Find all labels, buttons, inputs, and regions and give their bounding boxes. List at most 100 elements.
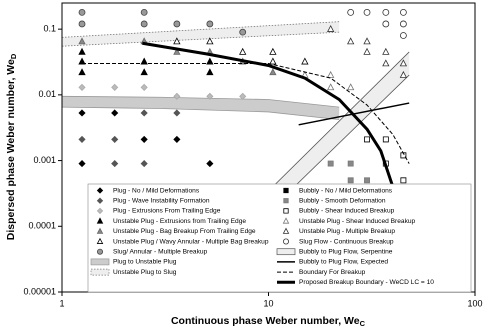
marker-triangle bbox=[78, 47, 86, 55]
marker-triangle bbox=[363, 47, 371, 55]
marker-diamond bbox=[96, 197, 104, 204]
marker-triangle bbox=[96, 217, 104, 224]
marker-circle bbox=[239, 28, 247, 36]
marker-circle bbox=[78, 20, 86, 28]
x-tick-label: 100 bbox=[467, 298, 482, 308]
x-tick-label: 1 bbox=[59, 298, 64, 308]
marker-square bbox=[382, 136, 389, 143]
marker-square bbox=[327, 160, 334, 167]
marker-triangle bbox=[96, 237, 104, 244]
legend-label: Bubbly - No / Mild Deformations bbox=[299, 187, 393, 194]
marker-triangle bbox=[347, 83, 355, 91]
legend-label: Proposed Breakup Boundary - WeCD LC = 10 bbox=[299, 279, 434, 286]
marker-square bbox=[283, 187, 289, 194]
marker-diamond bbox=[140, 83, 148, 91]
y-tick-label: 0.1 bbox=[43, 24, 56, 34]
marker-triangle bbox=[269, 57, 277, 65]
x-axis-label: Continuous phase Weber number, WeC bbox=[171, 315, 366, 326]
marker-diamond bbox=[173, 135, 181, 143]
legend-label: Bubbly - Shear Induced Breakup bbox=[299, 208, 395, 215]
marker-diamond bbox=[206, 160, 214, 168]
marker-triangle bbox=[206, 57, 214, 65]
marker-triangle bbox=[140, 68, 148, 76]
marker-triangle bbox=[96, 227, 104, 234]
marker-circle bbox=[399, 32, 407, 39]
legend: Plug - No / Mild Deformations Plug - Wave… bbox=[87, 183, 472, 293]
legend-label: Boundary For Breakup bbox=[299, 269, 366, 276]
marker-triangle bbox=[347, 37, 355, 45]
marker-diamond bbox=[111, 135, 119, 143]
marker-circle bbox=[206, 20, 214, 28]
marker-diamond bbox=[96, 187, 104, 194]
y-axis-label: Dispersed phase Weber number, WeD bbox=[5, 53, 18, 240]
marker-triangle bbox=[327, 83, 335, 91]
marker-triangle bbox=[269, 68, 277, 76]
legend-label: Slug/ Annular - Multiple Breakup bbox=[113, 248, 208, 255]
legend-label: Plug - No / Mild Deformations bbox=[113, 187, 200, 194]
band-upper-edge bbox=[61, 95, 340, 108]
marker-square bbox=[347, 160, 354, 167]
legend-label: Slug Flow - Continuous Breakup bbox=[299, 238, 394, 245]
marker-triangle bbox=[173, 37, 181, 45]
marker-square bbox=[364, 177, 370, 184]
legend-swatch bbox=[90, 268, 110, 276]
band-lower-edge bbox=[61, 106, 340, 121]
marker-triangle bbox=[206, 37, 214, 45]
legend-label: Plug - Wave Instability Formation bbox=[113, 197, 210, 204]
marker-square bbox=[283, 198, 289, 204]
band-lower-edge bbox=[61, 31, 340, 47]
marker-circle bbox=[78, 8, 86, 16]
marker-diamond bbox=[78, 160, 86, 168]
marker-triangle bbox=[78, 68, 86, 76]
marker-triangle bbox=[78, 57, 86, 65]
band-fill bbox=[62, 21, 340, 47]
legend-label: Unstable Plug to Slug bbox=[113, 269, 177, 276]
marker-circle bbox=[399, 20, 407, 28]
y-tick-label: 0.0001 bbox=[28, 221, 56, 231]
y-tick-label: 0.01 bbox=[38, 89, 56, 99]
marker-triangle bbox=[399, 70, 408, 78]
legend-label: Plug - Extrusions From Trailing Edge bbox=[113, 208, 221, 215]
marker-square bbox=[400, 177, 407, 184]
marker-triangle bbox=[327, 24, 335, 32]
marker-diamond bbox=[206, 92, 214, 100]
legend-swatch bbox=[90, 258, 110, 266]
marker-triangle bbox=[239, 47, 247, 55]
x-axis-label-sub: C bbox=[360, 319, 366, 326]
marker-diamond bbox=[78, 83, 86, 91]
marker-circle bbox=[347, 8, 355, 16]
band-upper-edge bbox=[61, 21, 340, 38]
marker-triangle bbox=[363, 37, 371, 45]
x-axis-label-main: Continuous phase Weber number, We bbox=[171, 315, 360, 326]
marker-circle bbox=[382, 8, 390, 16]
legend-box bbox=[87, 183, 472, 293]
marker-diamond bbox=[96, 207, 104, 215]
y-axis-label-main: Dispersed phase Weber number, We bbox=[5, 59, 17, 240]
marker-triangle bbox=[399, 59, 408, 67]
marker-diamond bbox=[140, 160, 148, 168]
marker-diamond bbox=[78, 109, 86, 117]
marker-square bbox=[347, 177, 354, 184]
marker-diamond bbox=[173, 109, 181, 117]
marker-circle bbox=[282, 238, 289, 245]
marker-diamond bbox=[140, 135, 148, 143]
marker-triangle bbox=[140, 57, 148, 65]
legend-label: Plug to Unstable Plug bbox=[113, 259, 177, 266]
marker-square bbox=[364, 136, 370, 143]
x-tick-label: 10 bbox=[263, 298, 273, 308]
marker-diamond bbox=[78, 135, 86, 143]
marker-circle bbox=[173, 20, 181, 28]
legend-label: Bubbly to Plug Flow, Serpentine bbox=[299, 248, 393, 255]
legend-label: Bubbly to Plug Flow, Expected bbox=[299, 259, 388, 266]
y-axis-label-sub: D bbox=[9, 53, 18, 59]
marker-square bbox=[283, 208, 289, 214]
marker-diamond bbox=[111, 109, 119, 117]
marker-triangle bbox=[382, 59, 390, 67]
marker-triangle bbox=[327, 70, 335, 78]
marker-circle bbox=[382, 20, 390, 28]
marker-diamond bbox=[111, 160, 119, 168]
marker-triangle bbox=[282, 217, 290, 224]
marker-circle bbox=[363, 8, 371, 16]
legend-label: Unstable Plug / Wavy Annular - Multiple … bbox=[113, 238, 269, 245]
